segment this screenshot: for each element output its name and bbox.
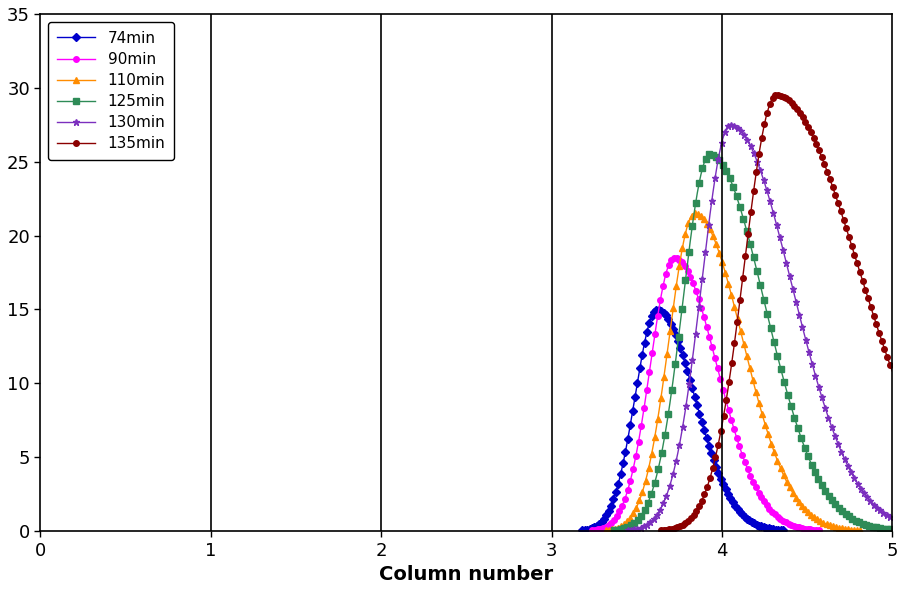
90min — [714, 371, 725, 378]
110min — [653, 416, 663, 423]
130min — [887, 515, 898, 522]
135min — [887, 368, 898, 375]
90min — [697, 307, 708, 314]
110min — [640, 479, 651, 486]
125min — [776, 368, 786, 375]
130min — [882, 512, 893, 519]
135min — [695, 501, 706, 508]
130min — [652, 511, 662, 518]
90min — [745, 473, 756, 480]
Legend: 74min, 90min, 110min, 125min, 130min, 135min: 74min, 90min, 110min, 125min, 130min, 13… — [48, 22, 175, 161]
125min — [720, 165, 731, 173]
110min — [834, 524, 845, 531]
135min — [803, 124, 814, 131]
125min — [608, 527, 619, 534]
125min — [704, 151, 715, 158]
Line: 125min: 125min — [611, 151, 895, 533]
125min — [633, 515, 643, 522]
130min — [623, 527, 634, 534]
110min — [699, 216, 710, 223]
Line: 130min: 130min — [624, 121, 896, 534]
90min — [586, 527, 597, 534]
Line: 135min: 135min — [658, 92, 895, 533]
135min — [693, 502, 704, 509]
110min — [690, 210, 700, 217]
135min — [698, 493, 709, 500]
Line: 110min: 110min — [603, 210, 863, 533]
135min — [741, 240, 752, 247]
74min — [669, 327, 680, 335]
Line: 90min: 90min — [589, 255, 824, 533]
90min — [669, 254, 680, 261]
74min — [577, 527, 588, 534]
110min — [600, 527, 611, 534]
130min — [769, 215, 780, 222]
125min — [887, 526, 898, 533]
135min — [771, 92, 782, 99]
74min — [754, 522, 765, 530]
74min — [778, 527, 789, 534]
90min — [599, 524, 610, 531]
74min — [611, 487, 622, 494]
130min — [647, 517, 658, 524]
74min — [662, 313, 672, 320]
125min — [682, 254, 693, 261]
130min — [829, 431, 840, 439]
74min — [717, 478, 728, 485]
130min — [653, 508, 664, 515]
125min — [633, 516, 643, 523]
125min — [768, 339, 779, 346]
135min — [821, 165, 832, 172]
74min — [594, 521, 605, 528]
Line: 74min: 74min — [580, 307, 786, 533]
74min — [652, 306, 662, 313]
110min — [758, 417, 769, 424]
90min — [786, 521, 797, 528]
90min — [815, 527, 826, 534]
110min — [855, 527, 866, 534]
X-axis label: Column number: Column number — [379, 565, 553, 584]
110min — [718, 261, 729, 268]
135min — [655, 527, 666, 534]
130min — [725, 121, 736, 128]
90min — [691, 288, 701, 296]
